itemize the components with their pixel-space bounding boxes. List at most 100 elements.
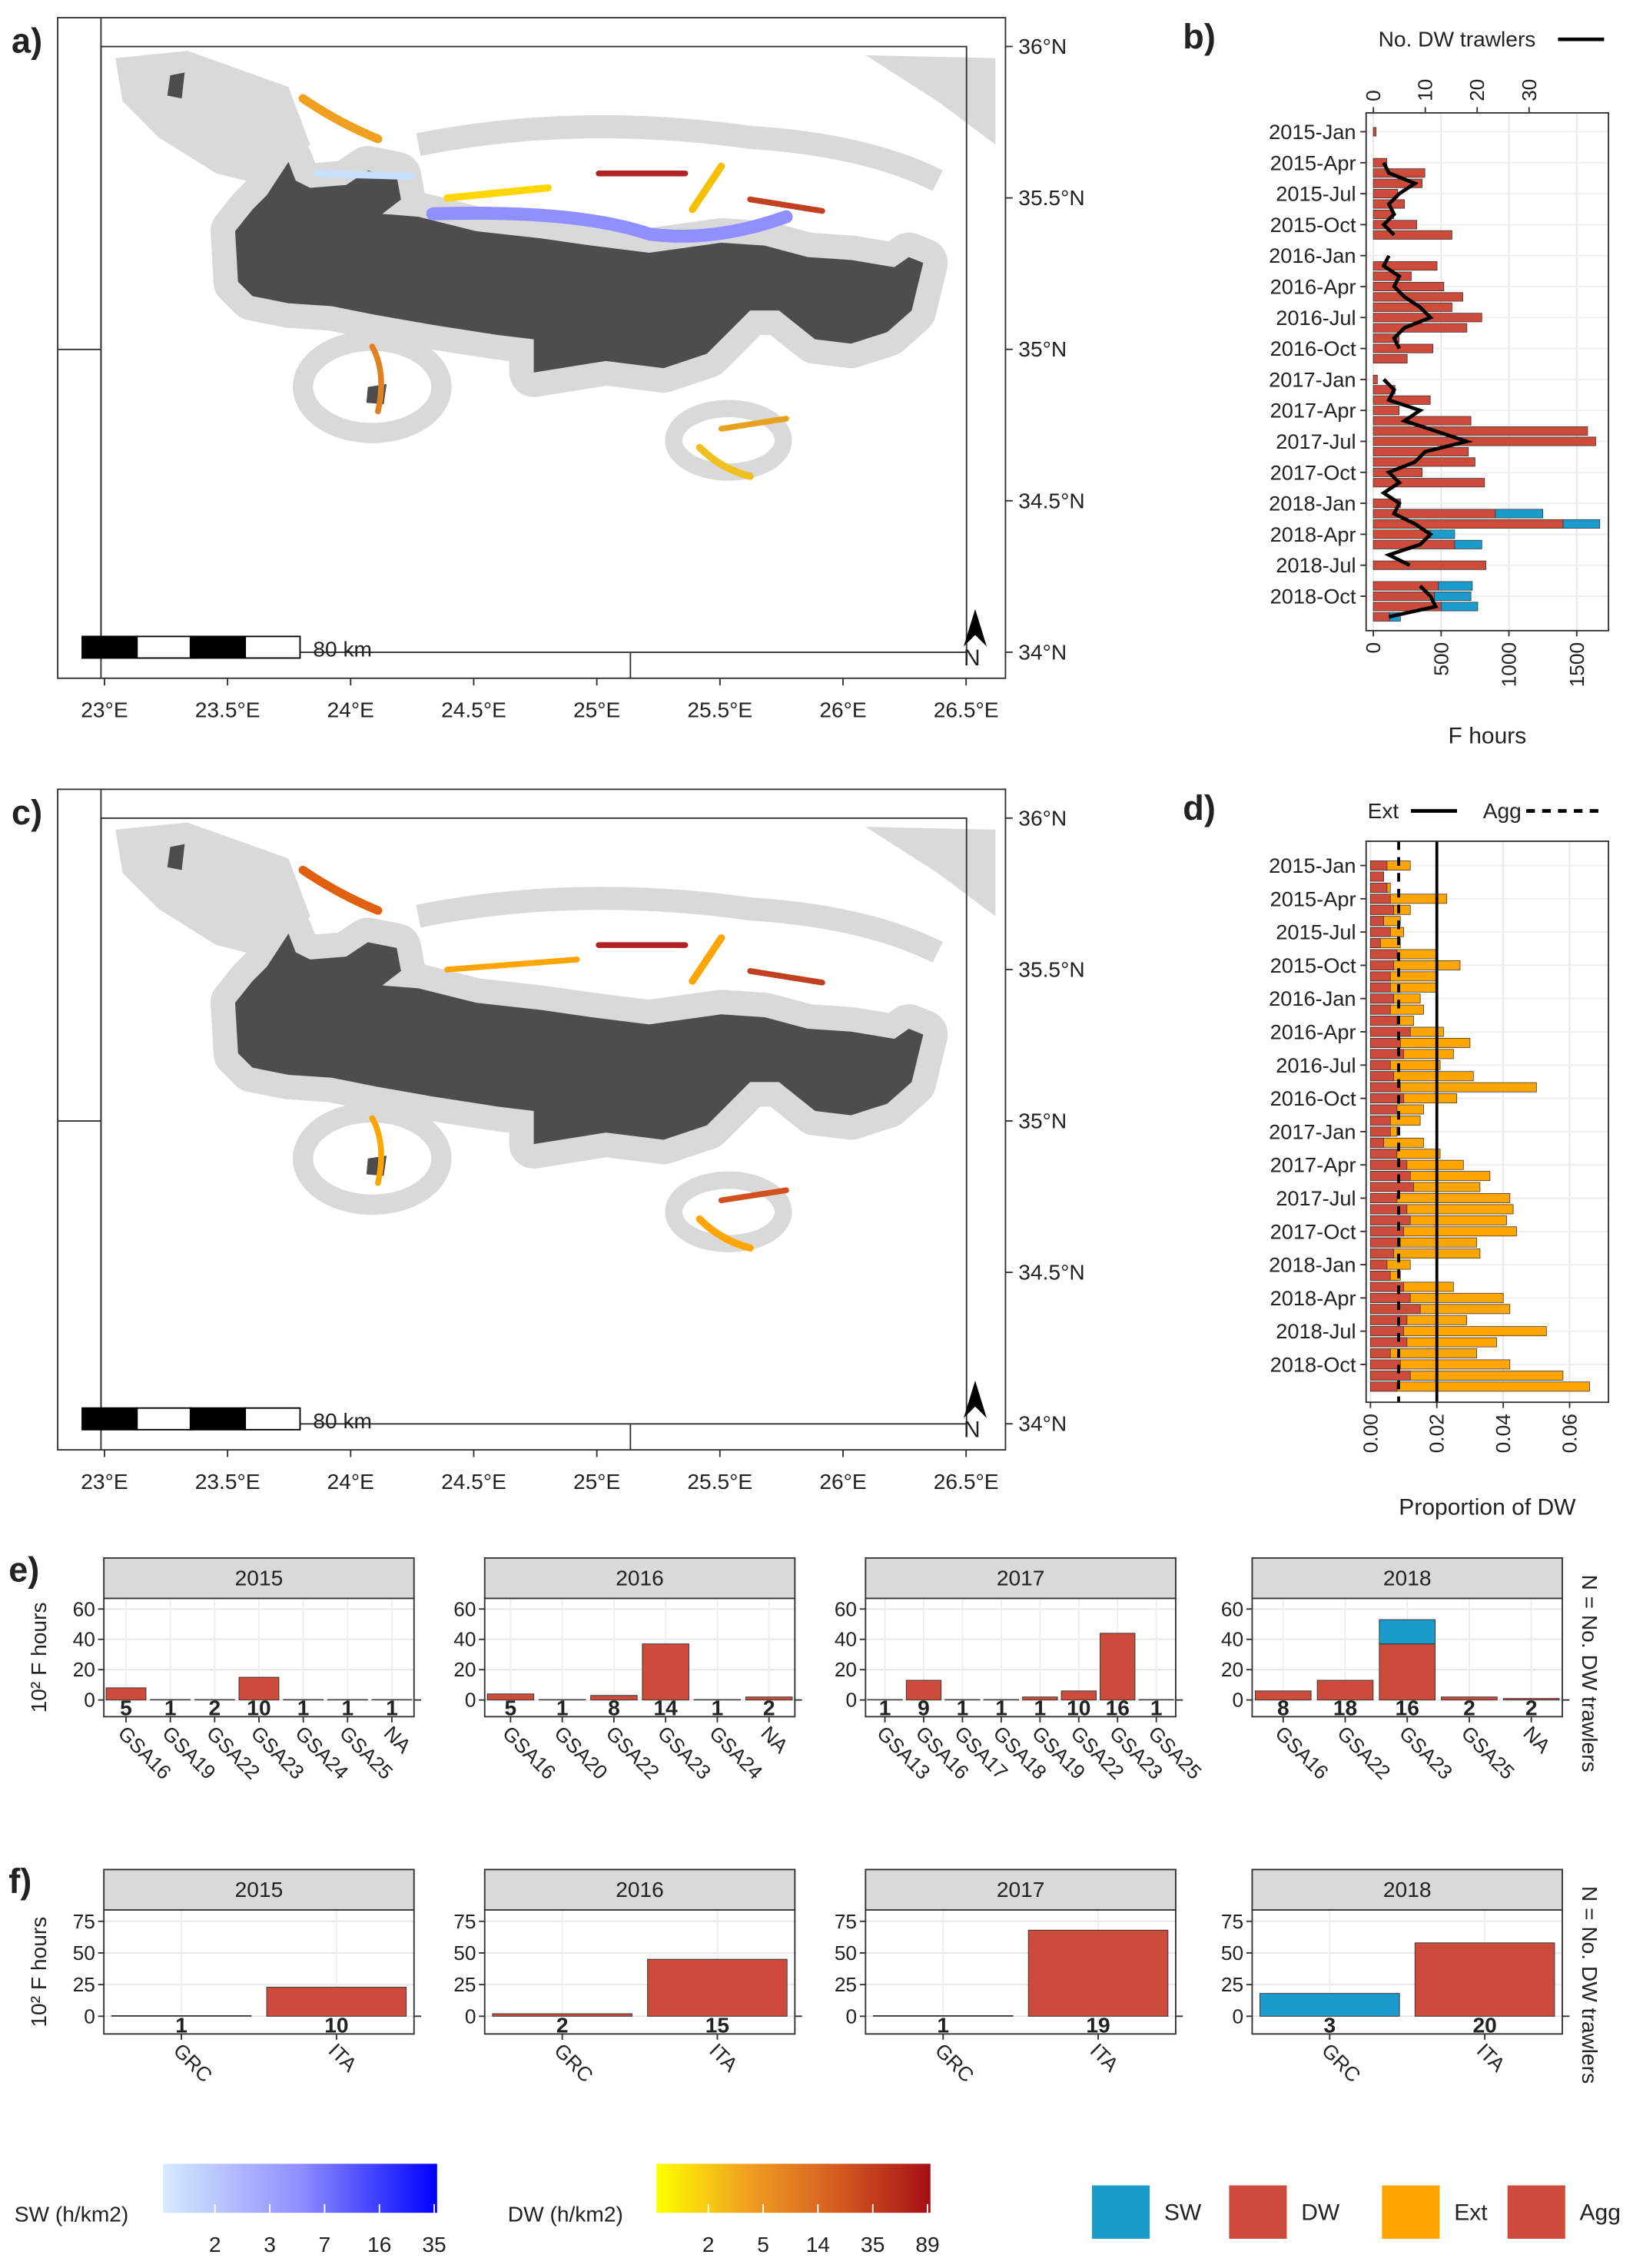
y-tick-label: 50 [835,1941,857,1965]
y-tick-label: 60 [73,1597,95,1620]
bar [1434,591,1472,602]
x-tick-label: 23.5°E [195,698,261,722]
count-label: 1 [556,1696,569,1720]
y-tick-label: 2016-Oct [1270,337,1356,360]
bar [1369,1315,1408,1325]
bar [111,2015,252,2017]
y-tick-label: 60 [1221,1597,1243,1620]
bar [1369,927,1391,937]
bar [1441,1696,1498,1701]
count-label: 2 [556,2014,569,2038]
y-tick-label: 35.5°N [1018,186,1084,210]
bar [1369,871,1384,882]
plot-border [865,1908,1177,2035]
y-tick-label: 2018-Jan [1269,492,1356,516]
x-tick-label: 26.5°E [934,698,999,722]
y-tick-label: 2017-Oct [1270,460,1356,484]
strip-label: 2016 [616,1878,664,1902]
colour-tick-label: 2 [209,2233,221,2256]
y-tick-label: 0 [84,2004,95,2028]
x2-tick-label: 20 [1465,79,1489,101]
y-tick-label: 2017-Apr [1270,1153,1356,1177]
y-tick-label: 0 [84,1689,95,1712]
y-tick-label: 2016-Apr [1270,274,1356,298]
bar [1372,519,1564,529]
panel-label: a) [12,22,42,61]
plot-border [483,1908,796,2035]
bar [872,2015,1014,2017]
bar [1369,1292,1411,1303]
bar [1372,127,1376,137]
bar [1372,426,1588,436]
panel-label: c) [12,793,42,832]
bar [1502,1698,1560,1701]
bar [1440,602,1479,612]
x-tick-label: 23°E [81,698,128,722]
strip-label: 2017 [997,1878,1045,1902]
bar [1372,178,1422,188]
bar [1369,1071,1394,1082]
x-tick-label: GSA22 [1333,1722,1395,1784]
bar [1454,539,1482,549]
y-tick-label: 2018-Oct [1270,1352,1356,1376]
bar [371,1699,413,1701]
bar [1372,416,1472,426]
bar [1369,1104,1398,1115]
scale-bar-label: 80 km [313,1409,372,1433]
bar [1369,1226,1404,1237]
bar [283,1699,324,1701]
y-tick-label: 40 [1221,1628,1243,1651]
y-tick-label: 2015-Apr [1270,151,1356,174]
scale-bar [244,1407,301,1431]
bar [1372,333,1399,343]
y-tick-label: 2018-Jan [1269,1253,1356,1277]
y-tick-label: 2015-Jul [1276,182,1356,206]
bar [1369,993,1394,1004]
x-tick-label: 1500 [1565,642,1588,687]
y-tick-label: 2017-Jan [1269,367,1356,391]
x-tick-label: GSA16 [498,1722,560,1784]
y-tick-label: 36°N [1018,35,1067,58]
bar [1027,1929,1169,2017]
x-tick-label: 25.5°E [687,698,752,722]
x-tick-label: 26°E [819,698,866,722]
y-tick-label: 0 [845,1689,857,1712]
x2-tick-label: 10 [1414,79,1437,101]
bar [745,1696,793,1701]
bar [486,1693,535,1701]
y-tick-label: 2018-Apr [1270,522,1356,546]
count-label: 8 [1277,1696,1289,1720]
colour-bar [656,2164,931,2213]
bar [1438,581,1473,591]
count-label: 1 [297,1696,310,1720]
bar [1369,960,1394,970]
bar [492,2013,632,2017]
bar [1372,158,1388,167]
colour-tick-label: 35 [861,2233,885,2256]
y-tick-label: 2015-Oct [1270,213,1356,237]
bar [1369,1016,1398,1026]
bar [538,1699,586,1701]
y-tick-label: 2017-Jul [1276,429,1356,453]
y-tick-label: 2018-Jul [1276,553,1356,577]
scale-bar-label: 80 km [313,638,372,662]
strip [865,1557,1177,1600]
plot-border [483,1597,796,1718]
count-label: 5 [120,1696,132,1720]
y-tick-label: 2018-Apr [1270,1286,1356,1310]
north-label: N [964,1417,981,1442]
bar [1369,971,1391,982]
bar [1369,1215,1411,1225]
x-tick-label: 26°E [819,1470,866,1494]
bar [1369,1326,1404,1337]
x-tick-label: 25°E [573,1470,620,1494]
x-tick-label: 0.06 [1558,1414,1582,1453]
x-tick-label: ITA [324,2039,362,2077]
x-tick-label: 24°E [327,698,374,722]
y-tick-label: 2016-Jul [1276,1053,1356,1077]
count-label: 1 [937,2014,949,2038]
y-tick-label: 20 [1221,1658,1243,1681]
y-tick-label: 0 [1233,1689,1244,1712]
y-tick-label: 40 [73,1628,95,1651]
